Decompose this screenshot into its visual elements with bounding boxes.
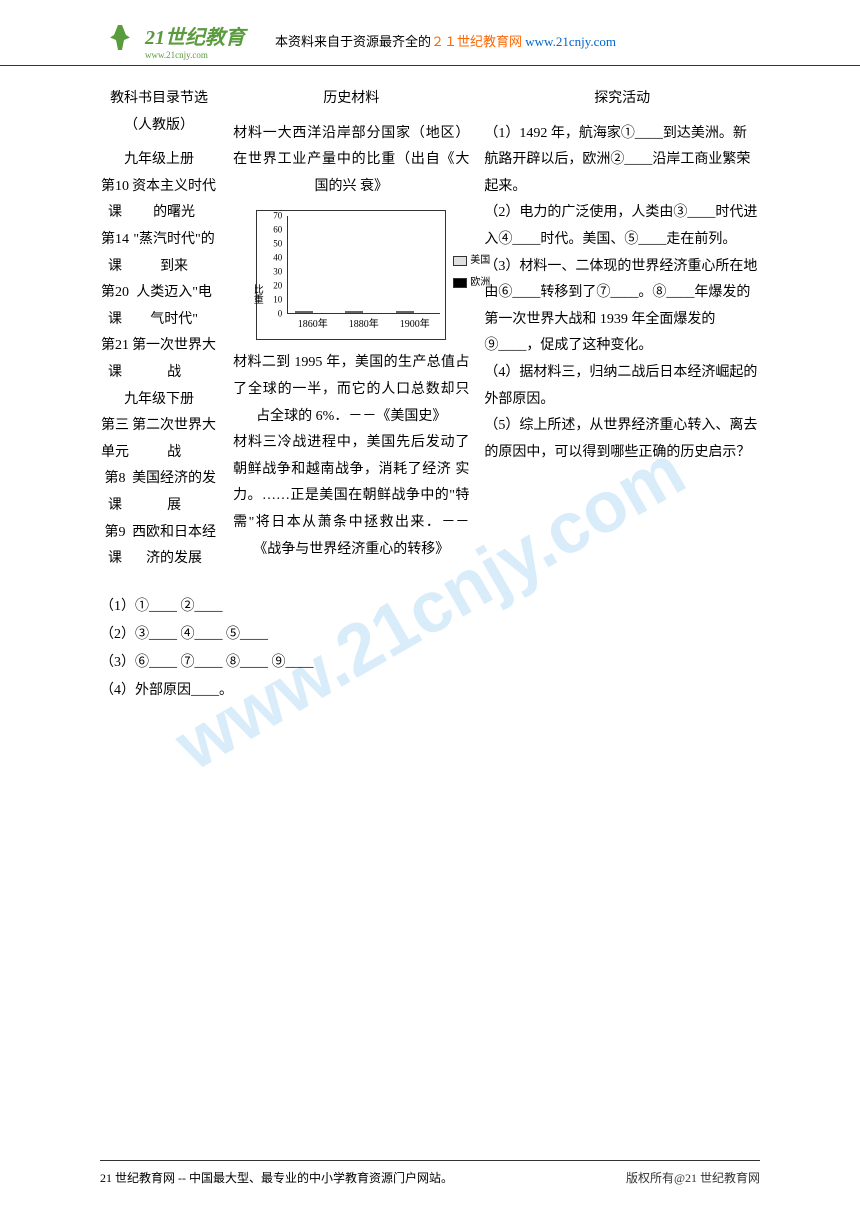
toc-num-4: 第21课 [100, 333, 130, 386]
toc-header: 教科书目录节选（人教版） [100, 86, 218, 139]
toc-title-5: 第二次世界大战 [130, 413, 218, 466]
x-label-1: 1860年 [298, 315, 328, 334]
material-2: 材料二到 1995 年，美国的生产总值占了全球的一半，而它的人口总数却只占全球的… [233, 350, 469, 430]
bar-chart: 70 60 50 40 30 20 10 0 比重 [256, 210, 446, 340]
answer-blanks: （1）①____ ②____ （2）③____ ④____ ⑤____ （3）⑥… [100, 593, 760, 705]
toc-title-4: 第一次世界大战 [130, 333, 218, 386]
toc-num-5: 第三单元 [100, 413, 130, 466]
toc-title-3: 人类迈入"电气时代" [130, 280, 218, 333]
answer-2: （2）③____ ④____ ⑤____ [100, 621, 760, 649]
toc-book1: 九年级上册 [100, 147, 218, 174]
toc-title-2: "蒸汽时代"的到来 [130, 227, 218, 280]
toc-book2: 九年级下册 [100, 387, 218, 414]
toc-num-3: 第20课 [100, 280, 130, 333]
toc-num-6: 第8课 [100, 466, 130, 519]
answer-1: （1）①____ ②____ [100, 593, 760, 621]
x-label-2: 1880年 [349, 315, 379, 334]
footer-left: 21 世纪教育网 -- 中国最大型、最专业的中小学教育资源门户网站。 [100, 1169, 453, 1186]
questions-header: 探究活动 [484, 86, 760, 113]
toc-num-1: 第10课 [100, 174, 130, 227]
material-1: 材料一大西洋沿岸部分国家（地区）在世界工业产量中的比重（出自《大国的兴 衰》 [233, 121, 469, 201]
logo: 21世纪教育 www.21cnjy.com [100, 20, 245, 60]
question-4: （4）据材料三，归纳二战后日本经济崛起的外部原因。 [484, 360, 760, 413]
y-axis-title: 比重 [247, 284, 266, 304]
logo-main-text: 21世纪教育 [145, 21, 245, 50]
answer-3: （3）⑥____ ⑦____ ⑧____ ⑨____ [100, 649, 760, 677]
x-label-3: 1900年 [400, 315, 430, 334]
material-3: 材料三冷战进程中，美国先后发动了朝鲜战争和越南战争，消耗了经济 实力。……正是美… [233, 430, 469, 563]
column-toc: 教科书目录节选（人教版） 九年级上册 第10课 资本主义时代的曙光 第14课 "… [100, 86, 218, 573]
answer-4: （4）外部原因____。 [100, 677, 760, 705]
main-content: 教科书目录节选（人教版） 九年级上册 第10课 资本主义时代的曙光 第14课 "… [0, 86, 860, 705]
logo-sub-text: www.21cnjy.com [145, 50, 245, 60]
page-footer: 21 世纪教育网 -- 中国最大型、最专业的中小学教育资源门户网站。 版权所有@… [100, 1160, 760, 1186]
toc-title-6: 美国经济的发展 [130, 466, 218, 519]
question-3: （3）材料一、二体现的世界经济重心所在地由⑥____转移到了⑦____。⑧___… [484, 254, 760, 360]
page-header: 21世纪教育 www.21cnjy.com 本资料来自于资源最齐全的２１世纪教育… [0, 0, 860, 66]
toc-num-7: 第9课 [100, 520, 130, 573]
column-materials: 历史材料 材料一大西洋沿岸部分国家（地区）在世界工业产量中的比重（出自《大国的兴… [233, 86, 469, 573]
chart-legend: 美国 欧洲 [453, 251, 490, 295]
runner-icon [100, 20, 140, 60]
toc-num-2: 第14课 [100, 227, 130, 280]
question-1: （1）1492 年，航海家①____到达美洲。新航路开辟以后，欧洲②____沿岸… [484, 121, 760, 201]
question-2: （2）电力的广泛使用，人类由③____时代进入④____时代。美国、⑤____走… [484, 200, 760, 253]
toc-title-7: 西欧和日本经济的发展 [130, 520, 218, 573]
footer-right: 版权所有@21 世纪教育网 [626, 1169, 760, 1186]
header-description: 本资料来自于资源最齐全的２１世纪教育网 www.21cnjy.com [275, 31, 616, 50]
question-5: （5）综上所述，从世界经济重心转入、离去的原因中，可以得到哪些正确的历史启示？ [484, 413, 760, 466]
materials-header: 历史材料 [233, 86, 469, 113]
column-questions: 探究活动 （1）1492 年，航海家①____到达美洲。新航路开辟以后，欧洲②_… [484, 86, 760, 573]
toc-title-1: 资本主义时代的曙光 [130, 174, 218, 227]
